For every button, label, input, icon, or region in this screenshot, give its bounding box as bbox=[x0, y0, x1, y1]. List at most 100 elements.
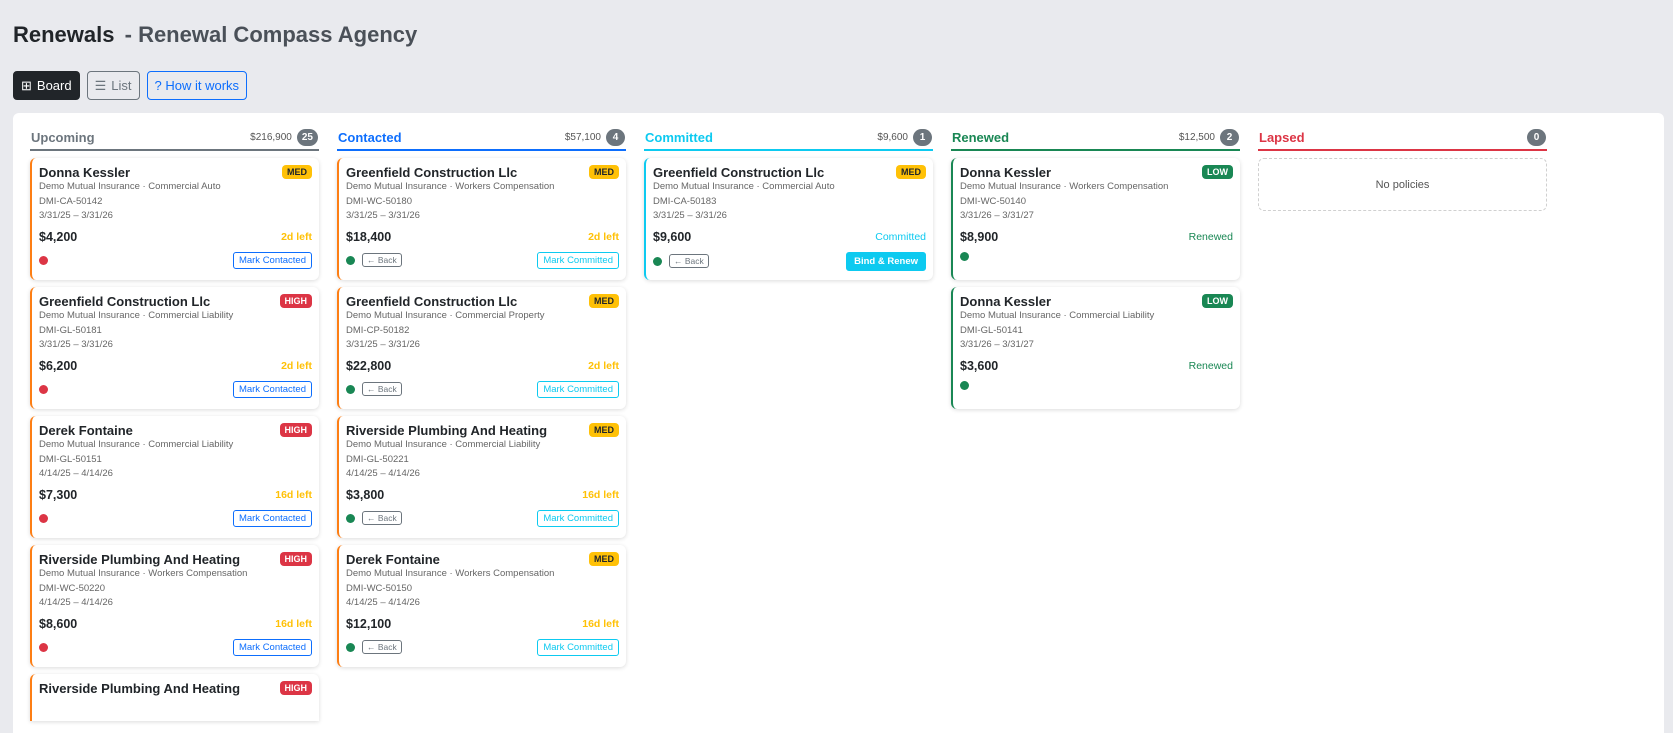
status-dot-icon bbox=[346, 384, 355, 394]
priority-badge: MED bbox=[896, 165, 926, 179]
premium-amount: $18,400 bbox=[346, 229, 392, 244]
column-total: $9,600 bbox=[877, 131, 908, 143]
policy-card[interactable]: Donna Kessler LOW Demo Mutual Insurance … bbox=[951, 287, 1240, 409]
policy-term: 4/14/25 – 4/14/26 bbox=[346, 597, 420, 608]
carrier-line: Demo Mutual Insurance · Commercial Liabi… bbox=[39, 439, 234, 450]
status-text: 16d left bbox=[582, 488, 619, 501]
policy-card[interactable]: Riverside Plumbing And Heating HIGH bbox=[30, 674, 319, 721]
column-renewed: Renewed $12,500 2 Donna Kessler LOW Demo… bbox=[951, 125, 1240, 721]
status-dot-icon bbox=[960, 251, 969, 261]
carrier-line: Demo Mutual Insurance · Commercial Liabi… bbox=[346, 439, 541, 450]
back-button[interactable]: ← Back bbox=[362, 382, 402, 396]
premium-amount: $12,100 bbox=[346, 616, 392, 631]
grid-icon: ⊞ bbox=[21, 77, 32, 93]
priority-badge: HIGH bbox=[279, 681, 312, 695]
how-it-works-button[interactable]: ? How it works bbox=[146, 71, 248, 100]
carrier-line: Demo Mutual Insurance · Workers Compensa… bbox=[39, 568, 248, 579]
status-text: Renewed bbox=[1188, 230, 1233, 243]
policy-card[interactable]: Derek Fontaine HIGH Demo Mutual Insuranc… bbox=[30, 416, 319, 538]
policy-card[interactable]: Riverside Plumbing And Heating MED Demo … bbox=[337, 416, 626, 538]
status-dot-icon bbox=[346, 513, 355, 523]
status-text: 16d left bbox=[275, 617, 312, 630]
column-upcoming: Upcoming $216,900 25 Donna Kessler MED D… bbox=[30, 125, 319, 721]
premium-amount: $3,800 bbox=[346, 487, 385, 502]
back-button[interactable]: ← Back bbox=[362, 640, 402, 654]
priority-badge: LOW bbox=[1202, 165, 1233, 179]
status-text: 2d left bbox=[281, 230, 312, 243]
priority-badge: MED bbox=[282, 165, 312, 179]
policy-card[interactable]: Greenfield Construction Llc MED Demo Mut… bbox=[337, 158, 626, 280]
status-text: 16d left bbox=[275, 488, 312, 501]
premium-amount: $4,200 bbox=[39, 229, 78, 244]
carrier-line: Demo Mutual Insurance · Workers Compensa… bbox=[346, 568, 555, 579]
policy-number: DMI-CP-50182 bbox=[346, 324, 410, 336]
client-name: Greenfield Construction Llc bbox=[653, 165, 825, 180]
advance-stage-button[interactable]: Mark Committed bbox=[537, 380, 619, 398]
priority-badge: HIGH bbox=[279, 294, 312, 308]
back-button[interactable]: ← Back bbox=[362, 511, 402, 525]
advance-stage-button[interactable]: Mark Contacted bbox=[232, 638, 312, 656]
list-view-button[interactable]: ☰ List bbox=[86, 71, 140, 100]
advance-stage-button[interactable]: Mark Committed bbox=[537, 251, 619, 269]
kanban-board: Upcoming $216,900 25 Donna Kessler MED D… bbox=[13, 113, 1664, 733]
advance-stage-button[interactable]: Mark Contacted bbox=[232, 251, 312, 269]
priority-badge: HIGH bbox=[279, 552, 312, 566]
client-name: Greenfield Construction Llc bbox=[39, 294, 211, 309]
policy-card[interactable]: Greenfield Construction Llc HIGH Demo Mu… bbox=[30, 287, 319, 409]
column-header: Renewed $12,500 2 bbox=[951, 125, 1240, 151]
policy-number: DMI-WC-50150 bbox=[346, 582, 412, 594]
column-title: Contacted bbox=[338, 129, 402, 145]
premium-amount: $22,800 bbox=[346, 358, 392, 373]
client-name: Donna Kessler bbox=[39, 165, 131, 180]
column-header: Lapsed 0 bbox=[1258, 125, 1547, 151]
policy-term: 3/31/25 – 3/31/26 bbox=[39, 210, 113, 221]
policy-card[interactable]: Donna Kessler MED Demo Mutual Insurance … bbox=[30, 158, 319, 280]
advance-stage-button[interactable]: Mark Committed bbox=[537, 638, 619, 656]
column-header: Contacted $57,100 4 bbox=[337, 125, 626, 151]
carrier-line: Demo Mutual Insurance · Commercial Liabi… bbox=[39, 310, 234, 321]
premium-amount: $8,900 bbox=[960, 229, 999, 244]
policy-term: 3/31/25 – 3/31/26 bbox=[346, 339, 420, 350]
advance-stage-button[interactable]: Mark Contacted bbox=[232, 380, 312, 398]
column-title: Committed bbox=[645, 129, 713, 145]
policy-card[interactable]: Derek Fontaine MED Demo Mutual Insurance… bbox=[337, 545, 626, 667]
board-view-button[interactable]: ⊞ Board bbox=[13, 71, 80, 100]
priority-badge: MED bbox=[589, 165, 619, 179]
column-header: Committed $9,600 1 bbox=[644, 125, 933, 151]
advance-stage-button[interactable]: Bind & Renew bbox=[846, 251, 926, 271]
policy-number: DMI-GL-50221 bbox=[346, 453, 409, 465]
carrier-line: Demo Mutual Insurance · Commercial Auto bbox=[653, 181, 835, 192]
policy-term: 3/31/25 – 3/31/26 bbox=[653, 210, 727, 221]
policy-card[interactable]: Greenfield Construction Llc MED Demo Mut… bbox=[644, 158, 933, 280]
priority-badge: LOW bbox=[1202, 294, 1233, 308]
policy-number: DMI-GL-50181 bbox=[39, 324, 102, 336]
policy-number: DMI-WC-50220 bbox=[39, 582, 105, 594]
column-count-badge: 4 bbox=[606, 128, 625, 146]
column-count-badge: 0 bbox=[1527, 128, 1546, 146]
advance-stage-button[interactable]: Mark Committed bbox=[537, 509, 619, 527]
carrier-line: Demo Mutual Insurance · Workers Compensa… bbox=[346, 181, 555, 192]
policy-number: DMI-GL-50151 bbox=[39, 453, 102, 465]
policy-number: DMI-WC-50140 bbox=[960, 195, 1026, 207]
policy-card[interactable]: Donna Kessler LOW Demo Mutual Insurance … bbox=[951, 158, 1240, 280]
policy-card[interactable]: Greenfield Construction Llc MED Demo Mut… bbox=[337, 287, 626, 409]
client-name: Greenfield Construction Llc bbox=[346, 294, 518, 309]
column-committed: Committed $9,600 1 Greenfield Constructi… bbox=[644, 125, 933, 721]
client-name: Donna Kessler bbox=[960, 165, 1052, 180]
column-title: Lapsed bbox=[1259, 129, 1305, 145]
carrier-line: Demo Mutual Insurance · Commercial Prope… bbox=[346, 310, 545, 321]
back-button[interactable]: ← Back bbox=[362, 253, 402, 267]
client-name: Derek Fontaine bbox=[346, 552, 440, 567]
advance-stage-button[interactable]: Mark Contacted bbox=[232, 509, 312, 527]
policy-term: 3/31/25 – 3/31/26 bbox=[346, 210, 420, 221]
column-total: $12,500 bbox=[1178, 131, 1215, 143]
premium-amount: $7,300 bbox=[39, 487, 78, 502]
priority-badge: MED bbox=[589, 552, 619, 566]
back-button[interactable]: ← Back bbox=[669, 254, 709, 268]
premium-amount: $6,200 bbox=[39, 358, 78, 373]
policy-term: 3/31/26 – 3/31/27 bbox=[960, 339, 1034, 350]
policy-number: DMI-WC-50180 bbox=[346, 195, 412, 207]
policy-card[interactable]: Riverside Plumbing And Heating HIGH Demo… bbox=[30, 545, 319, 667]
title: Renewals bbox=[13, 22, 115, 47]
policy-term: 3/31/25 – 3/31/26 bbox=[39, 339, 113, 350]
